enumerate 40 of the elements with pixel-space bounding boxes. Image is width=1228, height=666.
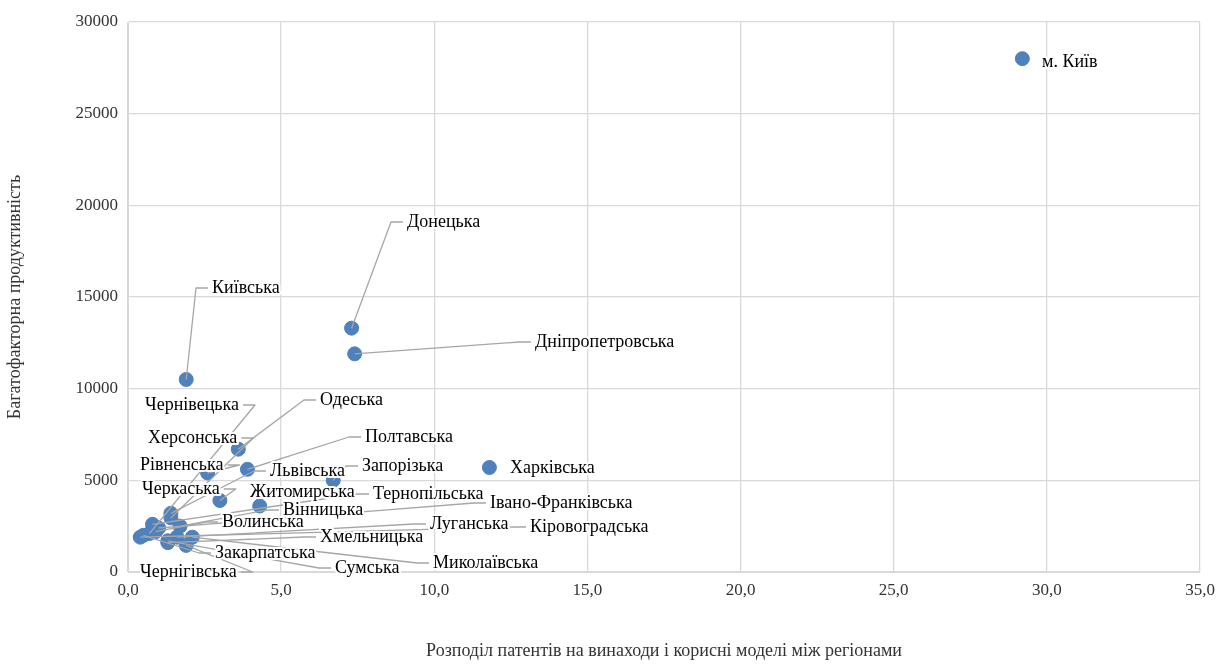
annotation: Донецька [407,210,481,231]
y-tick-label: 20000 [75,194,118,214]
y-axis-title: Багатофакторна продуктивність [3,174,24,420]
y-tick-label: 15000 [75,286,118,306]
y-tick-label: 25000 [75,103,118,123]
annotation: Львівська [270,459,345,480]
y-tick-label: 5000 [84,469,118,489]
x-tick-label: 25,0 [878,579,909,599]
annotation: Харківська [510,456,595,477]
annotation: Сумська [335,556,400,577]
x-tick-label: 20,0 [725,579,756,599]
annotation: Луганська [430,512,509,533]
annotation: Полтавська [365,425,453,446]
annotation: Рівненська [140,453,224,474]
annotation: Житомирська [250,480,355,501]
annotation: Дніпропетровська [535,330,675,351]
x-tick-label: 0,0 [117,579,139,599]
annotation: Херсонська [148,426,238,447]
x-tick-label: 10,0 [419,579,450,599]
annotation: Тернопільська [373,482,484,503]
annotation: Одеська [320,388,384,409]
annotation: Кіровоградська [530,515,649,536]
annotation: Чернівецька [145,393,240,414]
x-tick-label: 30,0 [1031,579,1062,599]
x-tick-label: 15,0 [572,579,603,599]
annotation: Миколаївська [433,551,539,572]
annotation: Київська [212,276,280,297]
y-tick-label: 10000 [75,378,118,398]
x-tick-label: 35,0 [1185,579,1215,599]
annotation: Закарпатська [215,541,316,562]
y-tick-label: 30000 [75,11,118,31]
annotation: Запорізька [362,454,444,475]
annotation: м. Київ [1042,50,1098,71]
annotation: Івано-Франківська [490,491,633,512]
annotation: Чернігівська [140,560,237,581]
x-tick-label: 5,0 [270,579,292,599]
x-axis-title: Розподіл патентів на винаходи і корисні моделі між регіонами [426,639,903,660]
y-tick-label: 0 [109,561,118,581]
annotation: Черкаська [142,477,220,498]
annotation: Хмельницька [320,525,424,546]
